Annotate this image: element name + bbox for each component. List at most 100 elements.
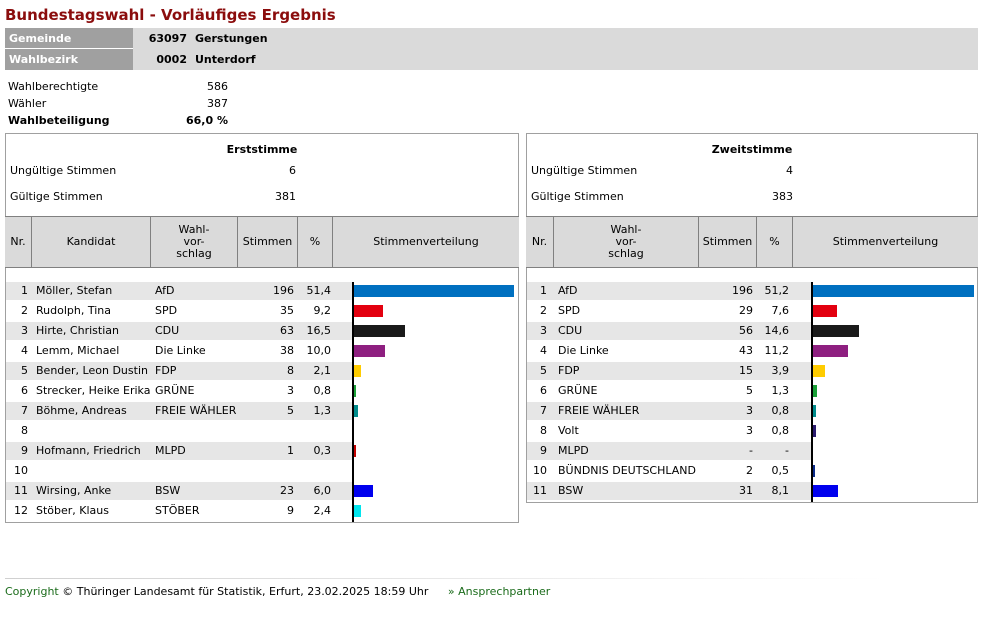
table-row: 4 Die Linke 43 11,2 [527,342,979,362]
vote-bar [354,285,514,297]
erststimme-title: Erststimme [226,143,298,156]
cell-nr: 6 [21,384,28,397]
header-nr: Nr. [526,217,554,267]
cell-kandidat: Bender, Leon Dustin [36,364,148,377]
cell-nr: 6 [540,384,547,397]
vote-bar [354,505,362,517]
vote-bar [813,365,826,377]
cell-nr: 4 [21,344,28,357]
table-row: 9 MLPD - - [527,442,979,462]
zweit-invalid-value: 4 [786,164,793,177]
table-row: 10 BÜNDNIS DEUTSCHLAND 2 0,5 [527,462,979,482]
cell-prozent: 14,6 [764,324,790,337]
zweit-valid-value: 383 [772,190,793,203]
cell-stimmen: 3 [746,404,753,417]
stat-value: 586 [207,80,228,93]
page-title: Bundestagswahl - Vorläufiges Ergebnis [5,6,336,24]
cell-stimmen: 63 [280,324,294,337]
cell-partei: AfD [558,284,578,297]
cell-partei: GRÜNE [558,384,598,397]
cell-nr: 10 [14,464,28,477]
region-header: Gemeinde Wahlbezirk 63097 Gerstungen 000… [5,28,978,70]
vote-bar [813,405,816,417]
cell-partei: Die Linke [155,344,206,357]
copyright-text: © Thüringer Landesamt für Statistik, Erf… [62,585,429,598]
chart-axis [811,282,813,502]
copyright-link[interactable]: Copyright [5,585,59,598]
cell-stimmen: 35 [280,304,294,317]
stat-value: 66,0 % [186,114,228,127]
vote-bar [354,325,406,337]
cell-nr: 8 [21,424,28,437]
erst-invalid-row: Ungültige Stimmen 6 [10,164,300,177]
cell-stimmen: 2 [746,464,753,477]
erst-valid-label: Gültige Stimmen [10,190,103,203]
cell-nr: 3 [540,324,547,337]
header-kandidat: Kandidat [32,217,151,267]
cell-stimmen: 3 [287,384,294,397]
cell-partei: FDP [155,364,177,377]
row-shade [6,442,352,460]
footer: Copyright © Thüringer Landesamt für Stat… [5,585,550,598]
row-shade [527,362,811,380]
vote-bar [354,365,361,377]
table-row: 5 Bender, Leon Dustin FDP 8 2,1 [6,362,520,382]
cell-kandidat: Hofmann, Friedrich [36,444,141,457]
cell-stimmen: 56 [739,324,753,337]
gemeinde-label: Gemeinde [5,28,133,49]
row-shade [527,402,811,420]
wahlbezirk-label: Wahlbezirk [5,49,133,70]
table-row: 1 Möller, Stefan AfD 196 51,4 [6,282,520,302]
cell-prozent: 0,8 [313,384,332,397]
cell-nr: 5 [540,364,547,377]
vote-bar [813,385,818,397]
row-shade [527,442,811,460]
row-shade [6,322,352,340]
cell-stimmen: 5 [287,404,294,417]
table-row: 5 FDP 15 3,9 [527,362,979,382]
cell-stimmen: 196 [273,284,294,297]
wahlbezirk-number: 0002 [156,53,187,66]
header-stimmen: Stimmen [699,217,757,267]
cell-nr: 5 [21,364,28,377]
table-row: 8 Volt 3 0,8 [527,422,979,442]
vote-bar [813,425,816,437]
erst-invalid-value: 6 [289,164,296,177]
cell-prozent: 0,8 [771,424,790,437]
cell-partei: Die Linke [558,344,609,357]
cell-nr: 7 [540,404,547,417]
cell-nr: 2 [21,304,28,317]
vote-bar [813,465,815,477]
vote-bar [354,405,359,417]
zweit-valid-row: Gültige Stimmen 383 [531,190,797,203]
cell-nr: 10 [533,464,547,477]
row-shade [6,282,352,300]
cell-nr: 7 [21,404,28,417]
cell-stimmen: 196 [732,284,753,297]
cell-nr: 11 [533,484,547,497]
cell-stimmen: 9 [287,504,294,517]
header-prozent: % [298,217,333,267]
cell-nr: 9 [540,444,547,457]
cell-stimmen: 15 [739,364,753,377]
cell-prozent: 10,0 [306,344,332,357]
table-row: 11 Wirsing, Anke BSW 23 6,0 [6,482,520,502]
cell-partei: MLPD [155,444,186,457]
cell-stimmen: - [749,444,753,457]
erst-invalid-label: Ungültige Stimmen [10,164,117,177]
zweit-valid-label: Gültige Stimmen [531,190,624,203]
zweitstimme-title: Zweitstimme [711,143,793,156]
cell-stimmen: 31 [739,484,753,497]
cell-prozent: 1,3 [313,404,332,417]
table-row: 3 CDU 56 14,6 [527,322,979,342]
cell-stimmen: 3 [746,424,753,437]
cell-prozent: 51,4 [306,284,332,297]
cell-kandidat: Strecker, Heike Erika [36,384,151,397]
cell-stimmen: 5 [746,384,753,397]
cell-partei: MLPD [558,444,589,457]
contact-link[interactable]: » Ansprechpartner [447,585,551,598]
vote-bar [813,485,839,497]
table-row: 6 Strecker, Heike Erika GRÜNE 3 0,8 [6,382,520,402]
cell-partei: AfD [155,284,175,297]
table-row: 6 GRÜNE 5 1,3 [527,382,979,402]
